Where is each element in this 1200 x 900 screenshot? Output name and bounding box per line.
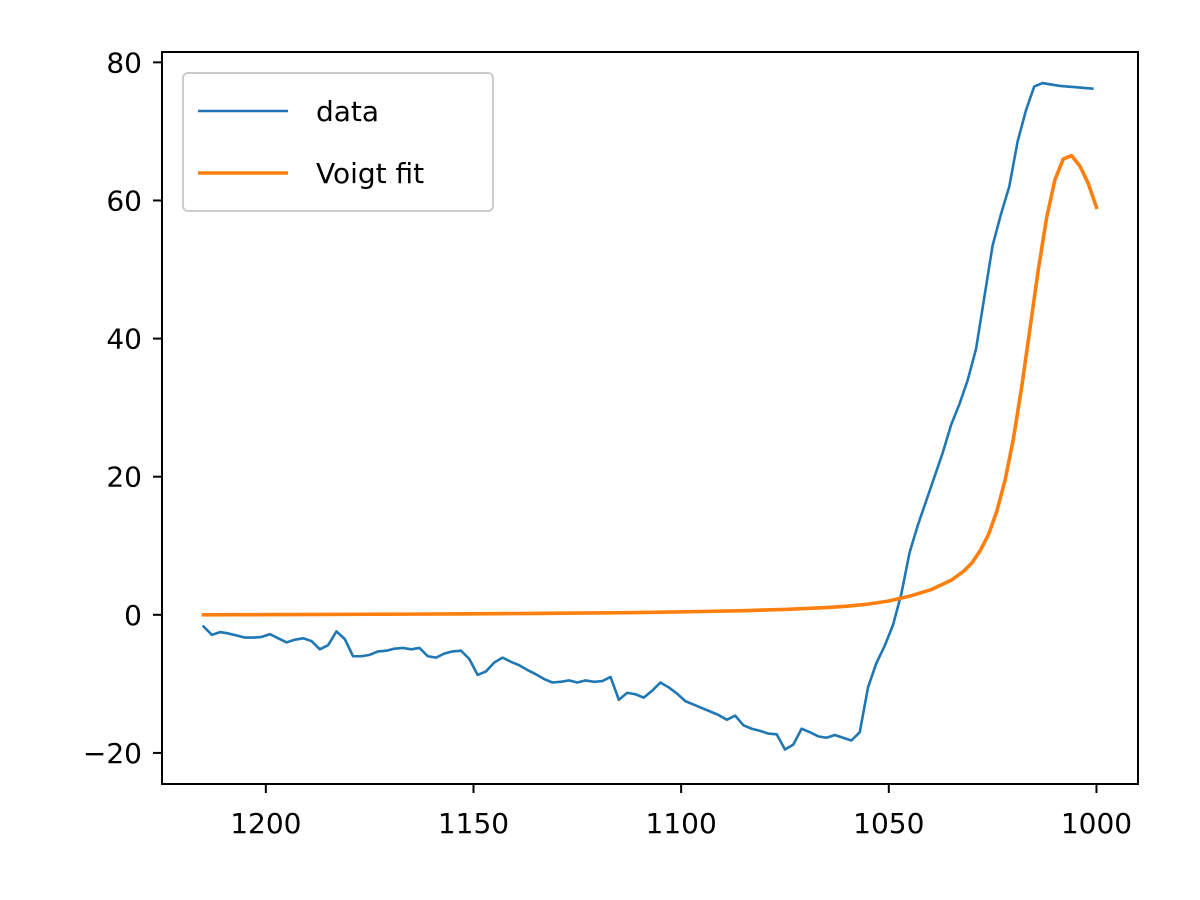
y-tick-label: 60 xyxy=(106,184,142,217)
x-tick-label: 1000 xyxy=(1061,807,1132,840)
axes: 1200 1150 1100 1050 1000 −20 0 20 40 60 80 xyxy=(83,46,1139,840)
legend-label-data: data xyxy=(316,95,379,128)
x-tick-label: 1150 xyxy=(438,807,509,840)
y-tick-label: 20 xyxy=(106,461,142,494)
legend-box xyxy=(182,72,494,212)
y-tick-label: 0 xyxy=(124,599,142,632)
series-line-voigt-fit xyxy=(201,153,1099,617)
series-line-data xyxy=(201,81,1094,751)
plot-frame xyxy=(161,51,1139,785)
y-tick-label: −20 xyxy=(83,737,142,770)
y-tick-label: 80 xyxy=(106,46,142,79)
legend: data Voigt fit xyxy=(182,72,494,212)
y-tick-label: 40 xyxy=(106,323,142,356)
legend-label-voigt-fit: Voigt fit xyxy=(316,157,424,190)
plot-area xyxy=(201,81,1099,751)
x-tick-label: 1050 xyxy=(853,807,924,840)
x-tick-label: 1100 xyxy=(646,807,717,840)
x-tick-label: 1200 xyxy=(230,807,301,840)
